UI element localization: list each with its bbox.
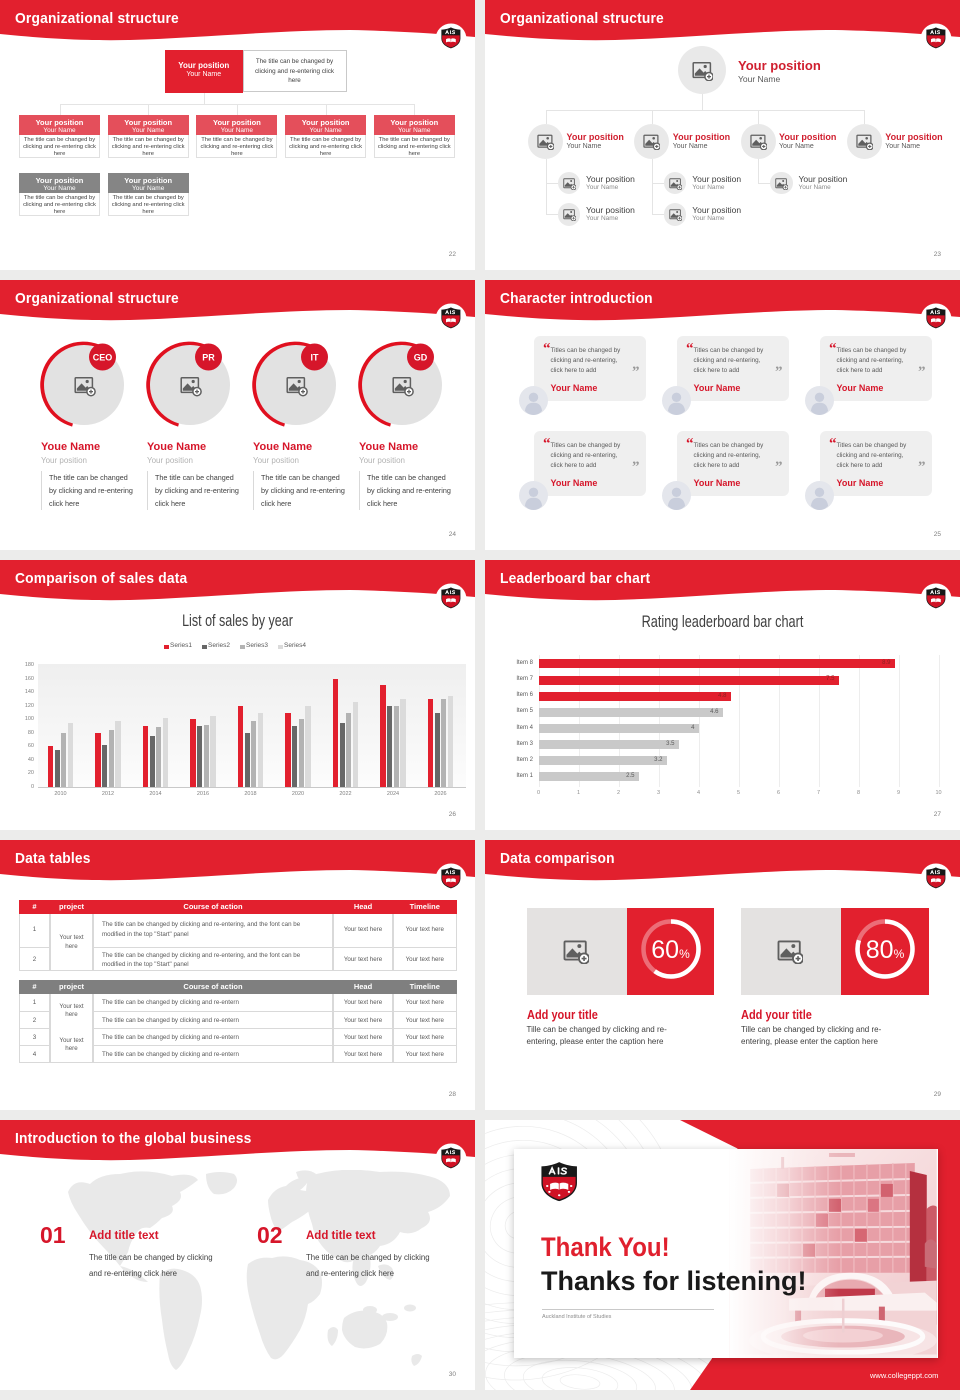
svg-text:PR: PR: [202, 353, 215, 363]
svg-text:CEO: CEO: [93, 353, 113, 363]
svg-text:IT: IT: [311, 353, 320, 363]
svg-text:GD: GD: [414, 353, 428, 363]
